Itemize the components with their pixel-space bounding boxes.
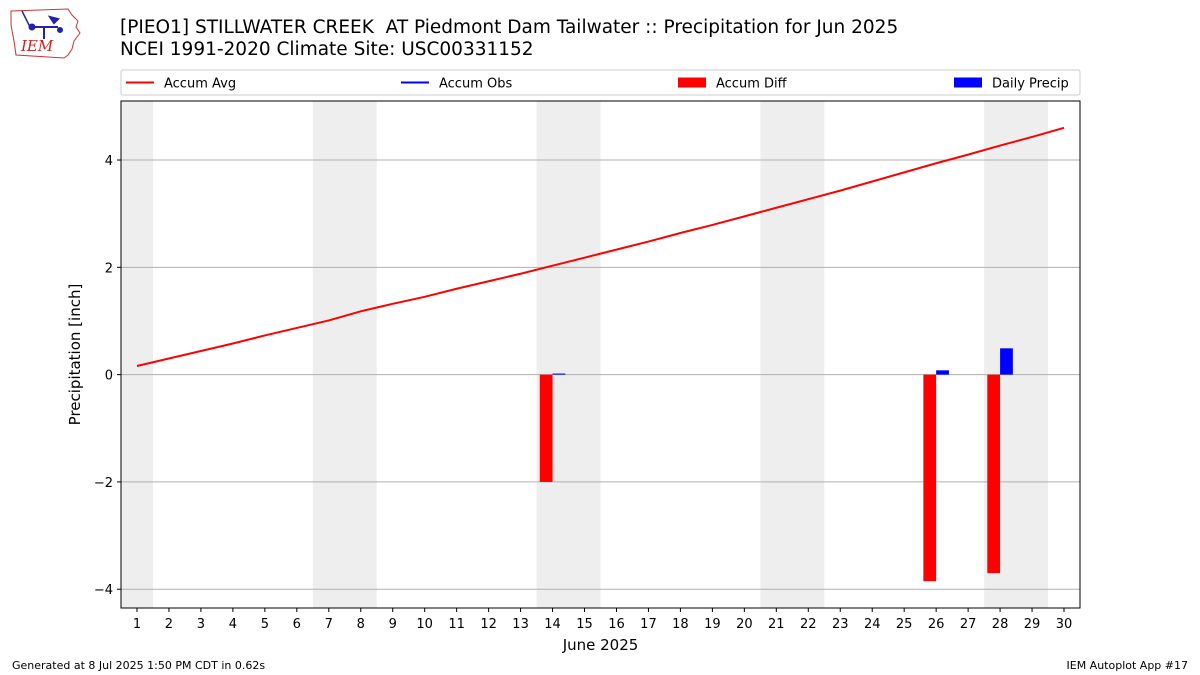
iem-logo: IEM bbox=[10, 8, 81, 59]
x-tick-label: 18 bbox=[672, 617, 689, 632]
accum-diff-bar bbox=[539, 374, 553, 482]
x-tick-label: 20 bbox=[736, 617, 753, 632]
generated-note: Generated at 8 Jul 2025 1:50 PM CDT in 0… bbox=[12, 659, 266, 672]
x-tick-label: 24 bbox=[864, 617, 881, 632]
x-tick-label: 23 bbox=[832, 617, 849, 632]
y-tick-label: 0 bbox=[105, 369, 113, 384]
lines-group bbox=[136, 126, 1065, 368]
legend-label: Accum Avg bbox=[164, 77, 236, 92]
weather-station-icon bbox=[21, 10, 63, 39]
y-tick-label: −4 bbox=[94, 583, 113, 598]
logo-text: IEM bbox=[20, 37, 54, 55]
x-tick-label: 19 bbox=[704, 617, 721, 632]
legend-frame bbox=[120, 69, 1081, 96]
x-tick-label: 21 bbox=[768, 617, 785, 632]
x-tick-label: 27 bbox=[960, 617, 977, 632]
x-tick-label: 13 bbox=[512, 617, 529, 632]
x-tick-label: 8 bbox=[357, 617, 365, 632]
weekend-band bbox=[536, 101, 601, 608]
legend-label: Accum Diff bbox=[716, 77, 788, 92]
x-tick-label: 2 bbox=[165, 617, 173, 632]
y-tick-label: −2 bbox=[94, 476, 113, 491]
y-axis-ticks: −4 −2 0 2 4 bbox=[94, 154, 121, 598]
x-axis-label: June 2025 bbox=[562, 636, 639, 654]
x-tick-label: 22 bbox=[800, 617, 817, 632]
app-credit: IEM Autoplot App #17 bbox=[1066, 659, 1189, 672]
daily-precip-bar bbox=[936, 370, 949, 375]
y-tick-label: 2 bbox=[105, 261, 113, 276]
x-tick-label: 9 bbox=[389, 617, 397, 632]
y-axis-label: Precipitation [inch] bbox=[66, 284, 84, 426]
x-tick-label: 30 bbox=[1056, 617, 1073, 632]
x-tick-label: 10 bbox=[416, 617, 433, 632]
chart-subtitle: NCEI 1991-2020 Climate Site: USC00331152 bbox=[120, 39, 534, 60]
y-tick-label: 4 bbox=[105, 154, 113, 169]
legend: Accum Avg Accum Obs Accum Diff Daily Precip bbox=[120, 69, 1081, 96]
chart-title: [PIEO1] STILLWATER CREEK AT Piedmont Dam… bbox=[120, 17, 899, 38]
weekend-shading bbox=[121, 101, 1049, 608]
legend-label: Daily Precip bbox=[992, 77, 1069, 92]
iowa-outline-icon bbox=[10, 8, 81, 59]
x-tick-label: 3 bbox=[197, 617, 205, 632]
bars-group bbox=[539, 348, 1013, 582]
x-tick-label: 5 bbox=[261, 617, 269, 632]
y-gridlines bbox=[121, 159, 1080, 590]
x-tick-label: 1 bbox=[133, 617, 141, 632]
x-tick-label: 14 bbox=[544, 617, 561, 632]
legend-bar-swatch bbox=[954, 77, 982, 88]
x-tick-label: 25 bbox=[896, 617, 913, 632]
plot-frame bbox=[120, 100, 1081, 609]
x-tick-label: 4 bbox=[229, 617, 237, 632]
x-tick-label: 26 bbox=[928, 617, 945, 632]
x-tick-label: 16 bbox=[608, 617, 625, 632]
x-tick-label: 17 bbox=[640, 617, 657, 632]
daily-precip-bar bbox=[1000, 348, 1013, 375]
legend-label: Accum Obs bbox=[439, 77, 512, 92]
weekend-band bbox=[760, 101, 825, 608]
weekend-band bbox=[312, 101, 377, 608]
x-tick-label: 28 bbox=[992, 617, 1009, 632]
daily-precip-bar bbox=[552, 373, 566, 375]
accum-diff-bar bbox=[923, 374, 937, 582]
x-axis-ticks: 1 2 3 4 5 6 7 8 9 10 11 12 13 14 15 16 17 18 19 20 21 22 23 24 2… bbox=[133, 608, 1072, 632]
x-tick-label: 6 bbox=[293, 617, 301, 632]
accum-avg-line bbox=[136, 126, 1065, 368]
weekend-band bbox=[121, 101, 153, 608]
x-tick-label: 29 bbox=[1024, 617, 1041, 632]
x-tick-label: 12 bbox=[480, 617, 497, 632]
x-tick-label: 11 bbox=[448, 617, 465, 632]
x-tick-label: 15 bbox=[576, 617, 593, 632]
x-tick-label: 7 bbox=[325, 617, 333, 632]
legend-bar-swatch bbox=[678, 77, 706, 88]
accum-diff-bar bbox=[987, 374, 1001, 574]
